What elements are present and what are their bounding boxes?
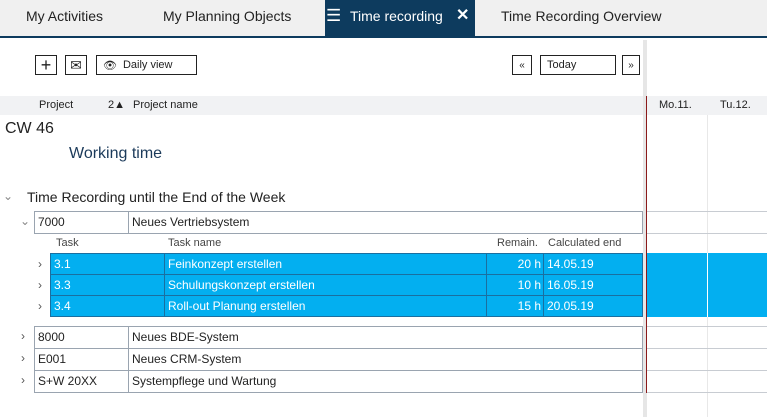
project-row[interactable]: E001 Neues CRM-System (34, 348, 643, 370)
today-button[interactable]: Today (540, 55, 616, 75)
column-calculated-end[interactable]: Calculated end (548, 237, 622, 249)
tab-label: Time Recording Overview (501, 8, 662, 24)
project-row-expanded[interactable]: 7000 Neues Vertriebsystem (34, 211, 643, 233)
plus-icon: + (40, 54, 52, 75)
close-icon[interactable]: ✕ (456, 7, 470, 24)
daily-view-button[interactable]: 👁 Daily view (96, 55, 197, 75)
tab-my-activities[interactable]: My Activities (26, 0, 103, 38)
task-name: Roll-out Planung erstellen (165, 296, 487, 316)
tab-label: My Activities (26, 8, 104, 24)
prev-label: « (519, 59, 525, 71)
day-monday: Mo.11. (659, 99, 692, 111)
task-id: 3.4 (51, 296, 165, 316)
envelope-icon: ✉ (70, 56, 82, 73)
working-time-label: Working time (69, 145, 163, 162)
chevron-down-icon[interactable]: ⌄ (3, 189, 14, 203)
chevron-right-icon[interactable]: › (38, 299, 42, 313)
project-id: 8000 (35, 327, 129, 348)
task-end: 20.05.19 (547, 299, 594, 313)
chevron-right-icon[interactable]: › (21, 329, 25, 343)
tab-time-recording-overview[interactable]: Time Recording Overview (501, 0, 662, 38)
today-label: Today (547, 59, 577, 71)
daily-view-label: Daily view (122, 59, 173, 71)
week-label: CW 46 (5, 120, 54, 137)
next-button[interactable]: » (622, 55, 640, 75)
chevron-right-icon[interactable]: › (38, 257, 42, 271)
pane-splitter[interactable] (643, 40, 647, 417)
calendar-row-line (647, 348, 767, 349)
task-end: 16.05.19 (547, 278, 594, 292)
table-header: Project 2▲ Project name (0, 96, 643, 115)
task-id: 3.3 (51, 275, 165, 295)
column-project-name[interactable]: Project name (133, 99, 198, 111)
chevron-right-icon[interactable]: › (38, 278, 42, 292)
eye-icon: 👁 (103, 59, 117, 72)
sort-indicator[interactable]: 2▲ (108, 99, 126, 111)
column-task[interactable]: Task (56, 237, 79, 249)
task-name: Schulungskonzept erstellen (165, 275, 487, 295)
calendar-header: Mo.11. Tu.12. (647, 96, 767, 115)
project-id: S+W 20XX (35, 371, 129, 392)
project-id: 7000 (35, 212, 129, 233)
task-remain: 15 h (487, 296, 544, 316)
task-header: Task Task name Remain. Calculated end (34, 233, 643, 253)
project-row[interactable]: S+W 20XX Systempflege und Wartung (34, 370, 643, 393)
task-name: Feinkonzept erstellen (165, 254, 487, 274)
task-id: 3.1 (51, 254, 165, 274)
task-remain: 10 h (487, 275, 544, 295)
project-id: E001 (35, 349, 129, 370)
chevron-right-icon[interactable]: › (21, 373, 25, 387)
project-name: Systempflege und Wartung (132, 374, 277, 388)
day-divider (707, 253, 708, 317)
calendar-row-line (647, 233, 767, 234)
next-label: » (628, 59, 634, 71)
section-title: Time Recording until the End of the Week (27, 189, 286, 205)
calendar-row-line (647, 211, 767, 212)
tab-label: Time recording (350, 8, 443, 24)
task-row[interactable]: 3.3 Schulungskonzept erstellen 10 h 16.0… (50, 274, 643, 295)
tab-time-recording[interactable]: ☰ Time recording ✕ (325, 0, 475, 38)
chevron-right-icon[interactable]: › (21, 351, 25, 365)
day-tuesday: Tu.12. (720, 99, 751, 111)
project-name: Neues CRM-System (132, 352, 242, 366)
task-row[interactable]: 3.1 Feinkonzept erstellen 20 h 14.05.19 (50, 253, 643, 274)
column-project[interactable]: Project (39, 99, 74, 111)
column-task-name[interactable]: Task name (168, 237, 222, 249)
column-remain[interactable]: Remain. (497, 237, 538, 249)
task-row[interactable]: 3.4 Roll-out Planung erstellen 15 h 20.0… (50, 295, 643, 317)
tab-my-planning-objects[interactable]: My Planning Objects (163, 0, 291, 38)
calendar-row-line (647, 326, 767, 327)
add-button[interactable]: + (35, 55, 57, 75)
today-marker (646, 96, 647, 393)
project-row[interactable]: 8000 Neues BDE-System (34, 326, 643, 348)
calendar-row-line (647, 370, 767, 371)
chevron-down-icon[interactable]: ⌄ (20, 214, 31, 228)
project-name: Neues Vertriebsystem (132, 215, 250, 229)
email-button[interactable]: ✉ (65, 55, 87, 75)
tab-label: My Planning Objects (163, 8, 292, 24)
tab-bar: My Activities My Planning Objects ☰ Time… (0, 0, 767, 38)
task-remain: 20 h (487, 254, 544, 274)
task-list: › 3.1 Feinkonzept erstellen 20 h 14.05.1… (0, 253, 643, 317)
project-name: Neues BDE-System (132, 330, 239, 344)
previous-button[interactable]: « (512, 55, 532, 75)
calendar-row-line (647, 392, 767, 393)
task-end: 14.05.19 (547, 257, 594, 271)
menu-icon[interactable]: ☰ (326, 6, 342, 25)
